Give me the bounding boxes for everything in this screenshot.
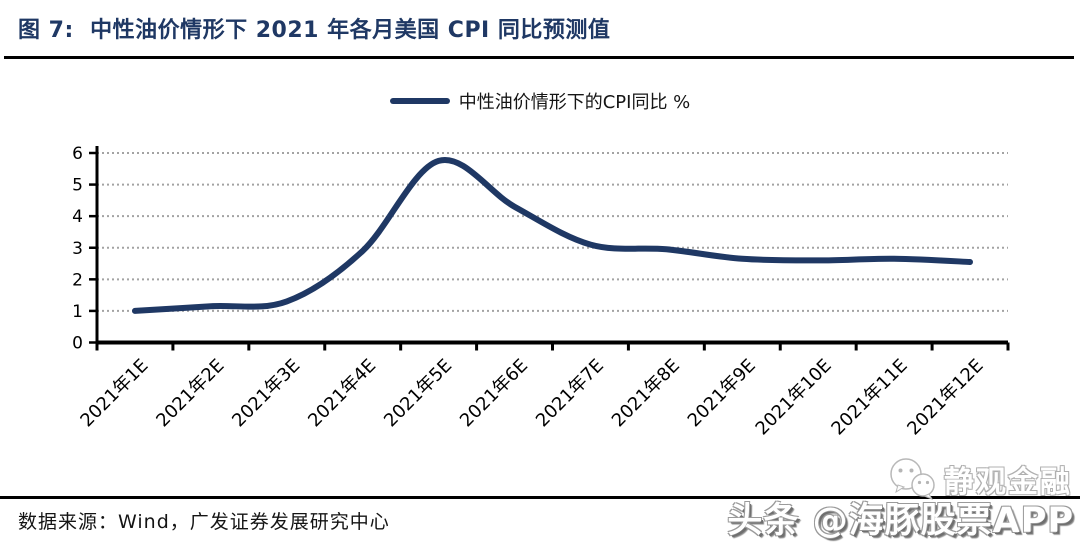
x-tick-label: 2021年2E — [152, 355, 228, 431]
x-tick-label: 2021年5E — [380, 355, 456, 431]
x-tick-label: 2021年10E — [752, 355, 836, 439]
toutiao-watermark: 头条 @海豚股票APP — [727, 501, 1074, 541]
x-tick-label: 2021年8E — [608, 355, 684, 431]
x-tick-label: 2021年7E — [532, 355, 608, 431]
y-tick-label: 5 — [72, 176, 83, 196]
wechat-logo-icon — [890, 458, 935, 500]
series-cpi-line — [132, 157, 973, 314]
x-tick-label: 2021年3E — [228, 355, 304, 431]
x-tick-label: 2021年12E — [903, 355, 987, 439]
footer-divider — [0, 496, 1080, 499]
x-tick-label: 2021年11E — [827, 355, 911, 439]
figure-title: 图 7: 中性油价情形下 2021 年各月美国 CPI 同比预测值 — [18, 18, 611, 43]
wechat-watermark-label: 静观金融 — [944, 465, 1072, 500]
data-source: 数据来源：Wind，广发证券发展研究中心 — [18, 511, 390, 533]
y-tick-label: 4 — [72, 207, 83, 227]
legend-label: 中性油价情形下的CPI同比 % — [458, 92, 691, 113]
y-tick-label: 6 — [72, 144, 83, 164]
y-tick-label: 3 — [72, 239, 83, 259]
x-tick-label: 2021年6E — [456, 355, 532, 431]
x-tick-label: 2021年4E — [304, 355, 380, 431]
chart-legend: 中性油价情形下的CPI同比 % — [0, 88, 1080, 114]
y-tick-label: 0 — [72, 334, 83, 354]
wechat-watermark: 静观金融 — [886, 457, 1072, 501]
x-tick-label: 2021年9E — [684, 355, 760, 431]
title-divider — [4, 56, 1074, 59]
x-tick-label: 2021年1E — [76, 355, 152, 431]
cpi-line-chart: 0 1 2 3 4 5 6 2021年1E 2021年2E 2021年3E 2021年4E 2021年… — [0, 125, 1080, 470]
legend-line-swatch — [389, 98, 450, 104]
y-tick-label: 1 — [72, 302, 83, 322]
y-tick-label: 2 — [72, 270, 83, 290]
